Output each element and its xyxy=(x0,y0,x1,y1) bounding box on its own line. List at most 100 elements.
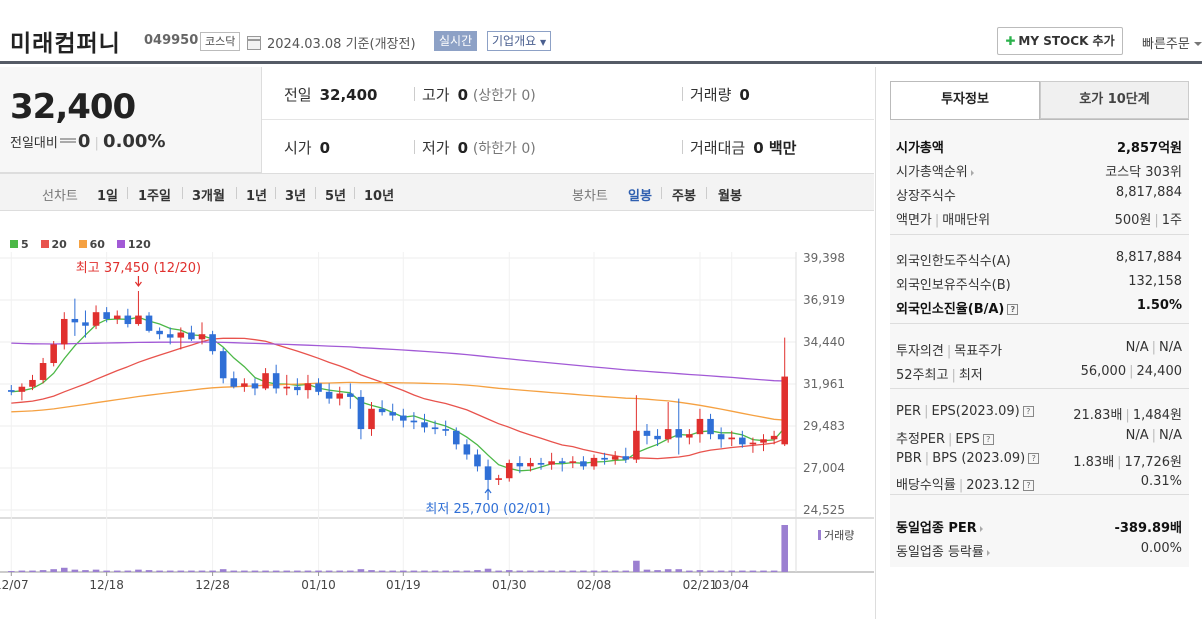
pbr-bps-row: PBR | BPS (2023.09)? 1.83배 | 17,726원 xyxy=(896,451,1182,470)
candle-body xyxy=(60,318,68,345)
volume-bar xyxy=(18,570,26,572)
low-price: 저가 0 (하한가 0) xyxy=(414,139,536,157)
candle-body xyxy=(569,461,577,463)
candle-body xyxy=(633,430,640,460)
volume-bar xyxy=(463,570,471,572)
period-5y[interactable]: 5년 xyxy=(325,189,347,204)
candlestick-svg[interactable]: 39,398 36,919 34,440 31,961 29,483 27,004 24,5… xyxy=(0,212,874,619)
price-change: 전일대비 0 | 0.00% xyxy=(10,131,166,152)
market-badge: 코스닥 xyxy=(200,32,241,51)
open-price: 시가 0 xyxy=(284,139,331,157)
volume-bar xyxy=(728,570,736,572)
volume-bar xyxy=(760,570,767,572)
volume-bar xyxy=(527,570,534,572)
candle-body xyxy=(378,408,386,413)
period-3m[interactable]: 3개월 xyxy=(192,189,225,204)
candle-body xyxy=(739,437,746,445)
candle-body xyxy=(431,427,439,430)
volume-bar xyxy=(156,570,163,572)
candle-daily[interactable]: 일봉 xyxy=(628,189,652,204)
candle-body xyxy=(442,429,449,431)
candle-body xyxy=(336,393,344,399)
info-group-opinion: 투자의견 | 목표주가 N/A | N/A 52주최고 | 최저 56,000 | 24,400 xyxy=(890,324,1189,389)
volume-bar xyxy=(654,570,661,572)
candle-body xyxy=(294,386,301,391)
candle-body xyxy=(8,390,15,392)
candle-body xyxy=(421,422,428,428)
company-overview-dropdown[interactable]: 기업개요 ▼ xyxy=(487,31,552,51)
candle-body xyxy=(686,434,693,438)
legend-ma60: 60 xyxy=(78,238,105,251)
candle-body xyxy=(590,457,598,467)
info-group-valuation: PER | EPS(2023.09)? 21.83배 | 1,484원 추정PER | EPS… xyxy=(890,389,1189,495)
candle-body xyxy=(124,315,132,325)
y-tick-label: 29,483 xyxy=(803,419,845,433)
help-icon[interactable]: ? xyxy=(982,434,994,445)
period-1w[interactable]: 1주일 xyxy=(138,189,171,204)
volume-bar xyxy=(569,570,577,572)
candle-body xyxy=(113,315,121,319)
volume-bar xyxy=(29,570,36,572)
candle-body xyxy=(315,383,322,392)
candle-body xyxy=(39,363,47,380)
candle-body xyxy=(410,420,418,423)
candle-body xyxy=(251,383,259,389)
candle-weekly[interactable]: 주봉 xyxy=(672,189,696,204)
period-1d[interactable]: 1일 xyxy=(97,189,119,204)
volume-bar xyxy=(82,570,89,572)
base-date: 2024.03.08 기준(개장전) xyxy=(267,37,416,52)
industry-rate-row[interactable]: 동일업종 등락률 0.00% xyxy=(896,541,1182,560)
volume-bar xyxy=(177,570,185,572)
volume-bar xyxy=(400,570,407,572)
volume-bar xyxy=(8,571,15,572)
volume-bar xyxy=(230,570,238,572)
quick-order-dropdown[interactable]: 빠른주문 xyxy=(1142,33,1202,52)
period-1y[interactable]: 1년 xyxy=(246,189,268,204)
candle-body xyxy=(156,330,163,335)
volume-bar xyxy=(50,569,57,572)
volume-bar xyxy=(739,570,746,572)
candle-body xyxy=(474,454,481,467)
add-my-stock-button[interactable]: ✚ MY STOCK 추가 xyxy=(997,27,1123,55)
volume: 거래량 0 xyxy=(682,86,750,104)
candle-body xyxy=(357,396,365,430)
market-cap-rank-row[interactable]: 시가총액순위 코스닥 303위 xyxy=(896,165,1182,180)
period-10y[interactable]: 10년 xyxy=(364,189,395,204)
y-tick-label: 27,004 xyxy=(803,461,845,475)
help-icon[interactable]: ? xyxy=(1022,406,1034,417)
volume-bar xyxy=(145,570,153,572)
low-annotation: 최저 25,700 (02/01) xyxy=(425,502,550,517)
candle-body xyxy=(452,430,460,445)
tab-invest-info[interactable]: 투자정보 xyxy=(890,81,1040,119)
candle-body xyxy=(558,461,566,463)
foreign-limit-row: 외국인한도주식수(A) 8,817,884 xyxy=(896,250,1182,269)
volume-bar xyxy=(495,570,502,572)
caret-right-icon xyxy=(970,170,977,176)
candle-body xyxy=(230,378,238,387)
candle-monthly[interactable]: 월봉 xyxy=(718,189,742,204)
volume-bar xyxy=(749,570,757,572)
industry-per-row[interactable]: 동일업종 PER -389.89배 xyxy=(896,521,1182,536)
help-icon[interactable]: ? xyxy=(1022,480,1034,491)
help-icon[interactable]: ? xyxy=(1028,453,1040,464)
realtime-button[interactable]: 실시간 xyxy=(434,31,478,51)
volume-bar xyxy=(505,570,513,572)
period-3y[interactable]: 3년 xyxy=(285,189,307,204)
candle-body xyxy=(643,430,651,436)
candle-body xyxy=(71,318,79,323)
price-chart: 5 20 60 120 39,398 36,919 34,440 31,961 29,4… xyxy=(0,212,874,619)
x-tick-label: 01/19 xyxy=(386,578,421,592)
company-name: 미래컴퍼니 xyxy=(10,31,121,57)
help-icon[interactable]: ? xyxy=(1007,304,1019,315)
tab-orderbook[interactable]: 호가 10단계 xyxy=(1040,81,1189,119)
est-per-row: 추정PER | EPS? N/A | N/A xyxy=(896,428,1182,447)
week52-row: 52주최고 | 최저 56,000 | 24,400 xyxy=(896,364,1182,383)
volume-bar xyxy=(39,570,47,572)
candle-body xyxy=(696,418,704,435)
info-group-market: 시가총액 2,857억원 시가총액순위 코스닥 303위 상장주식수 8,817,88… xyxy=(890,120,1189,235)
candle-body xyxy=(781,376,788,445)
volume-bar xyxy=(92,569,100,572)
legend-ma5: 5 xyxy=(10,238,29,251)
volume-bar xyxy=(315,570,322,572)
candle-body xyxy=(675,429,683,438)
